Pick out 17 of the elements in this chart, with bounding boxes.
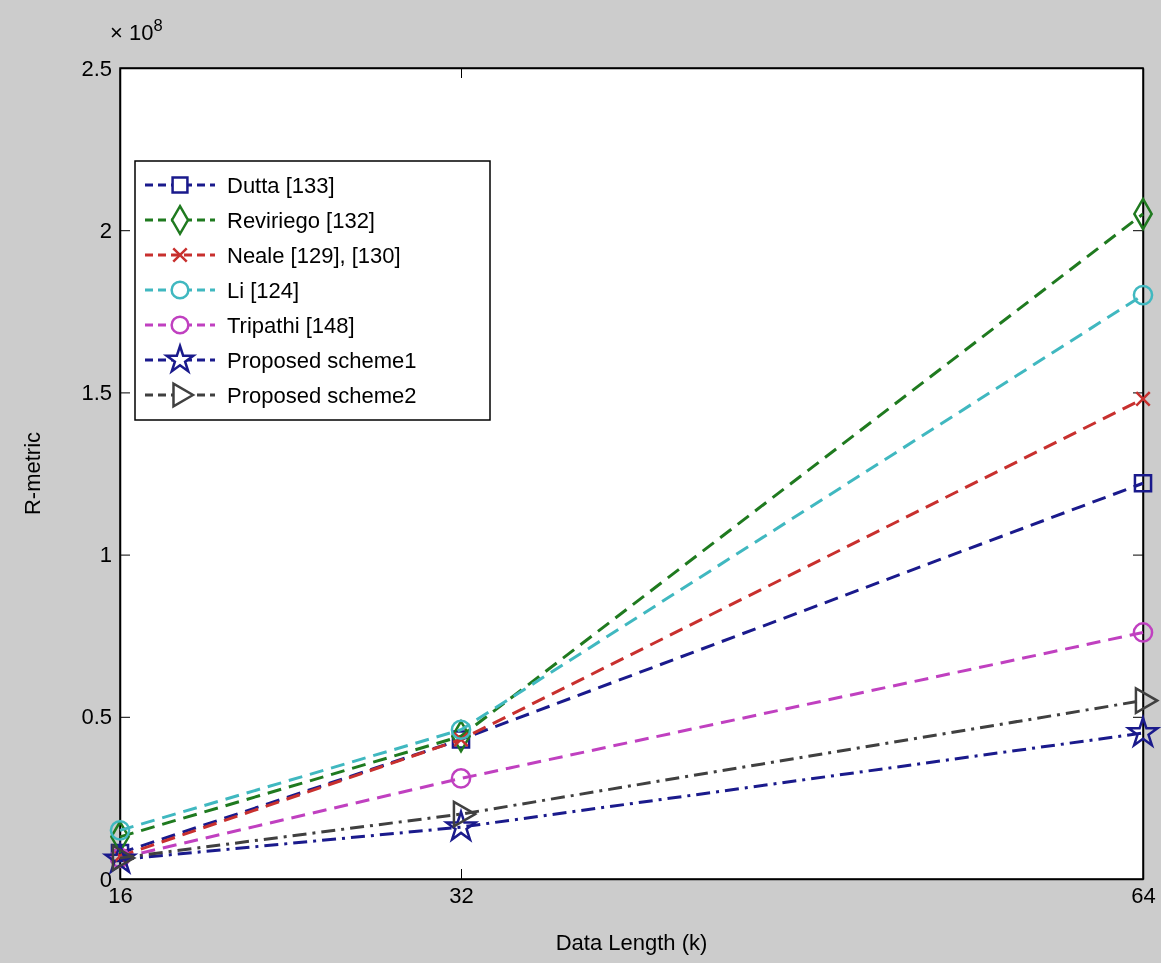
legend-label: Proposed scheme2 — [227, 383, 417, 408]
legend-label: Tripathi [148] — [227, 313, 355, 338]
text: × 10$^{8}$ — [110, 16, 163, 45]
y-tick-label: 1.5 — [81, 379, 112, 405]
legend-label: Reviriego [132] — [227, 208, 375, 233]
y-axis-title: R-metric — [20, 431, 45, 516]
legend-label: Li [124] — [227, 278, 300, 303]
y-tick-label: 0.5 — [81, 704, 112, 730]
x-tick-label: 64 — [1131, 882, 1156, 908]
x-axis-title: Data Length (k) — [555, 930, 708, 955]
y-tick-label: 2.5 — [81, 55, 112, 81]
legend-label: Neale [129], [130] — [227, 243, 401, 268]
y-tick-label: 1 — [99, 542, 112, 568]
y-tick-label: 2 — [99, 217, 112, 243]
legend-label: Proposed scheme1 — [227, 348, 417, 373]
x-tick-label: 32 — [449, 882, 474, 908]
legend-label: Dutta [133] — [227, 173, 335, 198]
